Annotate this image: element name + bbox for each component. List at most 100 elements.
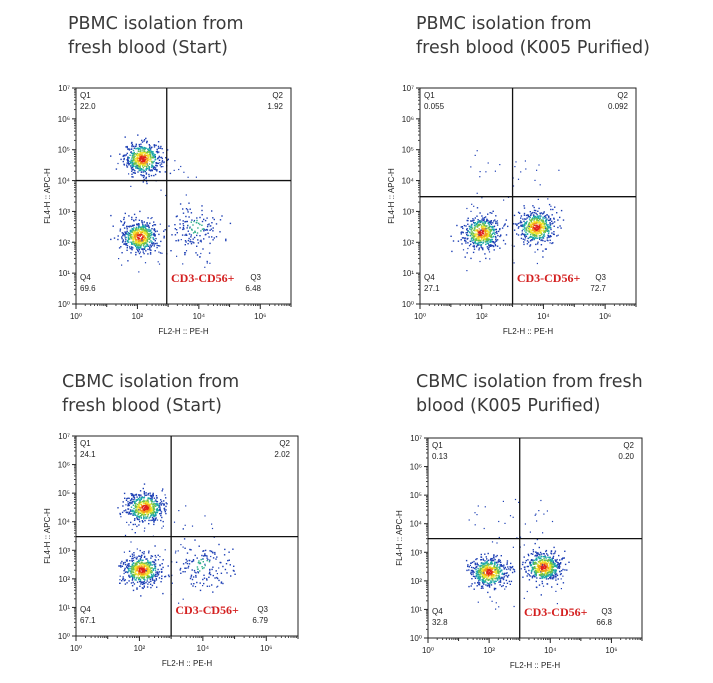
event-dot bbox=[487, 213, 489, 215]
event-dot bbox=[141, 496, 143, 498]
event-dot bbox=[145, 245, 147, 247]
event-dot bbox=[159, 245, 161, 247]
event-dot bbox=[541, 572, 543, 575]
event-dot bbox=[499, 580, 502, 582]
event-dot bbox=[527, 215, 529, 217]
event-dot bbox=[489, 582, 491, 584]
event-dot bbox=[150, 507, 152, 509]
event-dot bbox=[532, 217, 534, 220]
event-dot bbox=[492, 222, 494, 224]
event-dot bbox=[153, 166, 155, 168]
event-dot bbox=[199, 256, 201, 258]
event-dot bbox=[143, 586, 145, 588]
event-dot bbox=[144, 164, 146, 166]
event-dot bbox=[153, 580, 156, 582]
event-dot bbox=[126, 230, 128, 232]
event-dot bbox=[145, 173, 148, 175]
event-dot bbox=[531, 569, 533, 571]
event-dot bbox=[479, 568, 481, 570]
event-dot bbox=[162, 152, 164, 154]
event-dot bbox=[127, 567, 129, 569]
event-dot bbox=[145, 581, 147, 584]
event-dot bbox=[132, 498, 134, 501]
event-dot bbox=[154, 504, 156, 506]
event-dot bbox=[490, 572, 493, 575]
event-dot bbox=[550, 562, 553, 564]
event-dot bbox=[484, 240, 486, 243]
event-dot bbox=[530, 561, 532, 563]
event-dot bbox=[465, 559, 468, 562]
event-dot bbox=[539, 213, 542, 215]
event-dot bbox=[169, 172, 172, 175]
event-dot bbox=[133, 574, 136, 576]
event-dot bbox=[136, 562, 138, 564]
event-dot bbox=[155, 237, 157, 240]
event-dot bbox=[190, 236, 192, 238]
event-dot bbox=[466, 207, 468, 210]
event-dot bbox=[487, 552, 489, 555]
event-dot bbox=[139, 497, 141, 499]
event-dot bbox=[144, 237, 146, 239]
event-dot bbox=[478, 230, 480, 232]
event-dot bbox=[142, 165, 144, 167]
event-dot bbox=[216, 586, 218, 588]
event-dot bbox=[164, 575, 167, 578]
event-dot bbox=[473, 246, 475, 248]
event-dot bbox=[143, 569, 145, 571]
event-dot bbox=[551, 560, 553, 562]
event-dot bbox=[496, 554, 498, 557]
event-dot bbox=[478, 220, 480, 222]
event-dot bbox=[530, 229, 532, 231]
event-dot bbox=[509, 566, 511, 568]
event-dot bbox=[142, 581, 144, 583]
event-dot bbox=[486, 236, 488, 239]
event-dot bbox=[509, 569, 512, 571]
event-dot bbox=[503, 224, 506, 226]
event-dot bbox=[493, 554, 495, 556]
event-dot bbox=[491, 225, 494, 228]
event-dot bbox=[130, 233, 132, 236]
event-dot bbox=[524, 218, 526, 220]
event-dot bbox=[133, 237, 135, 239]
event-dot bbox=[184, 524, 186, 526]
event-dot bbox=[135, 148, 137, 150]
event-dot bbox=[160, 511, 163, 513]
event-dot bbox=[524, 239, 526, 241]
event-dot bbox=[535, 575, 537, 577]
quadrant-name-q3: Q3 bbox=[257, 605, 268, 614]
event-dot bbox=[564, 563, 567, 566]
event-dot bbox=[487, 584, 489, 587]
event-dot bbox=[139, 241, 141, 243]
event-dot bbox=[552, 562, 554, 565]
event-dot bbox=[472, 242, 475, 244]
event-dot bbox=[153, 234, 155, 237]
event-dot bbox=[128, 173, 130, 175]
event-dot bbox=[538, 164, 540, 166]
event-dot bbox=[142, 223, 144, 226]
event-dot bbox=[143, 232, 145, 235]
event-dot bbox=[201, 566, 203, 568]
event-dot bbox=[182, 208, 184, 210]
event-dot bbox=[531, 212, 533, 214]
event-dot bbox=[532, 236, 535, 239]
event-dot bbox=[536, 233, 539, 235]
event-dot bbox=[148, 245, 150, 247]
event-dot bbox=[149, 236, 152, 239]
event-dot bbox=[490, 574, 492, 576]
event-dot bbox=[120, 246, 122, 248]
event-dot bbox=[146, 159, 148, 161]
event-dot bbox=[148, 507, 150, 510]
event-dot bbox=[558, 565, 560, 567]
event-dot bbox=[139, 244, 141, 247]
event-dot bbox=[530, 219, 533, 221]
event-dot bbox=[145, 494, 148, 496]
event-dot bbox=[216, 556, 218, 558]
event-dot bbox=[121, 236, 123, 238]
event-dot bbox=[154, 567, 157, 569]
event-dot bbox=[134, 556, 136, 559]
event-dot bbox=[151, 575, 153, 577]
event-dot bbox=[487, 559, 490, 561]
event-dot bbox=[140, 556, 142, 558]
event-dot bbox=[157, 568, 159, 571]
event-dot bbox=[132, 156, 134, 159]
